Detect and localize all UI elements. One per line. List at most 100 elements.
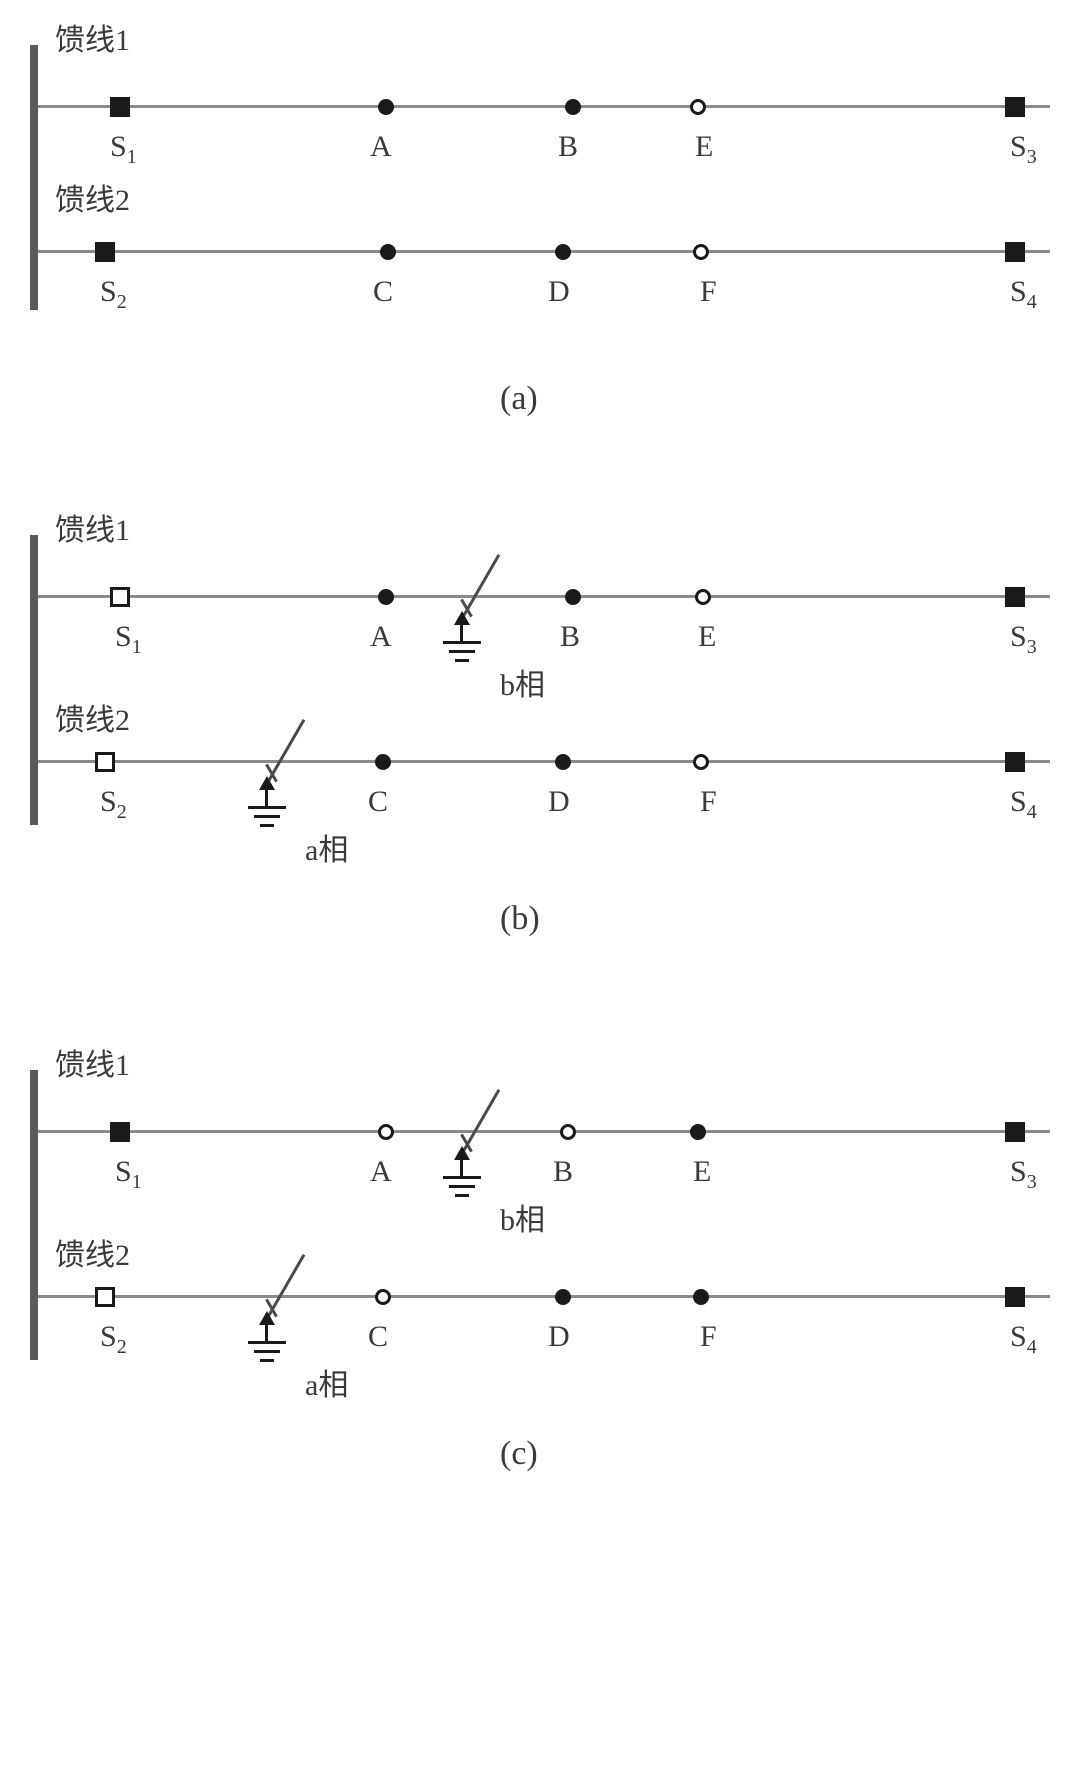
node-label: E — [695, 130, 713, 164]
subfigure-a: 馈线1 S1 A B E S3 馈线2 S2 C D F S4 (a) — [0, 0, 1089, 500]
ground-line — [443, 641, 481, 644]
feeder-line — [38, 1295, 1050, 1298]
node-label: D — [548, 275, 570, 309]
node-square-filled — [95, 242, 115, 262]
ground-line — [254, 1350, 280, 1353]
node-label: S2 — [100, 785, 127, 824]
node-circle-open — [375, 1289, 391, 1305]
node-circle-open — [693, 244, 709, 260]
ground-stem — [460, 625, 463, 641]
node-label: S2 — [100, 1320, 127, 1359]
node-label: B — [560, 620, 580, 654]
subfigure-label: (a) — [500, 380, 538, 418]
node-circle-filled — [555, 1289, 571, 1305]
node-label: F — [700, 1320, 717, 1354]
node-label: C — [373, 275, 393, 309]
node-label: C — [368, 785, 388, 819]
subfigure-c: 馈线1 S1 A B E S3 b相馈线2 S2 C D F S4 a相 (c) — [0, 1025, 1089, 1525]
node-square-filled — [1005, 242, 1025, 262]
node-label: S3 — [1010, 130, 1037, 169]
ground-arrow-icon — [454, 611, 470, 625]
subfigure-b: 馈线1S1ABES3b相馈线2S2CDFS4a相(b) — [0, 490, 1089, 990]
node-circle-filled — [555, 244, 571, 260]
node-circle-filled — [380, 244, 396, 260]
ground-arrow-icon — [259, 776, 275, 790]
node-circle-filled — [693, 1289, 709, 1305]
ground-line — [254, 815, 280, 818]
node-square-filled — [110, 1122, 130, 1142]
node-square-open — [95, 1287, 115, 1307]
node-label: A — [370, 130, 392, 164]
ground-line — [248, 806, 286, 809]
ground-stem — [265, 790, 268, 806]
node-circle-filled — [555, 754, 571, 770]
node-label: S1 — [110, 130, 137, 169]
ground-line — [443, 1176, 481, 1179]
ground-stem — [460, 1160, 463, 1176]
subfigure-label: (c) — [500, 1435, 538, 1473]
node-square-open — [110, 587, 130, 607]
phase-label: a相 — [305, 1360, 348, 1404]
node-label: S4 — [1010, 785, 1037, 824]
node-label: S4 — [1010, 275, 1037, 314]
node-label: D — [548, 1320, 570, 1354]
node-circle-filled — [378, 99, 394, 115]
node-circle-filled — [565, 99, 581, 115]
ground-arrow-icon — [454, 1146, 470, 1160]
feeder-title: 馈线2 — [55, 175, 130, 219]
node-circle-open — [378, 1124, 394, 1140]
busbar — [30, 535, 38, 825]
feeder-line — [38, 250, 1050, 253]
node-label: E — [693, 1155, 711, 1189]
ground-line — [449, 650, 475, 653]
node-label: F — [700, 785, 717, 819]
ground-stem — [265, 1325, 268, 1341]
ground-line — [248, 1341, 286, 1344]
node-label: D — [548, 785, 570, 819]
phase-label: b相 — [500, 1195, 545, 1239]
feeder-title: 馈线2 — [55, 695, 130, 739]
node-label: S2 — [100, 275, 127, 314]
fault-slash-icon — [463, 554, 501, 616]
node-label: F — [700, 275, 717, 309]
phase-label: a相 — [305, 825, 348, 869]
feeder-title: 馈线1 — [55, 505, 130, 549]
feeder-line — [38, 1130, 1050, 1133]
node-label: B — [558, 130, 578, 164]
node-label: S1 — [115, 1155, 142, 1194]
node-label: B — [553, 1155, 573, 1189]
feeder-line — [38, 105, 1050, 108]
node-label: E — [698, 620, 716, 654]
fault-slash-icon — [268, 719, 306, 781]
feeder-title: 馈线1 — [55, 1040, 130, 1084]
node-circle-filled — [378, 589, 394, 605]
ground-line — [455, 659, 469, 662]
ground-line — [260, 1359, 274, 1362]
feeder-title: 馈线2 — [55, 1230, 130, 1274]
node-circle-filled — [375, 754, 391, 770]
ground-line — [449, 1185, 475, 1188]
node-label: S1 — [115, 620, 142, 659]
phase-label: b相 — [500, 660, 545, 704]
ground-line — [455, 1194, 469, 1197]
ground-arrow-icon — [259, 1311, 275, 1325]
feeder-title: 馈线1 — [55, 15, 130, 59]
node-label: S4 — [1010, 1320, 1037, 1359]
feeder-line — [38, 595, 1050, 598]
node-square-filled — [1005, 1287, 1025, 1307]
busbar — [30, 45, 38, 310]
node-label: C — [368, 1320, 388, 1354]
node-label: S3 — [1010, 1155, 1037, 1194]
busbar — [30, 1070, 38, 1360]
fault-slash-icon — [268, 1254, 306, 1316]
node-circle-filled — [565, 589, 581, 605]
node-label: S3 — [1010, 620, 1037, 659]
node-label: A — [370, 1155, 392, 1189]
ground-line — [260, 824, 274, 827]
node-circle-filled — [690, 1124, 706, 1140]
node-square-filled — [1005, 587, 1025, 607]
subfigure-label: (b) — [500, 900, 540, 938]
node-square-filled — [1005, 752, 1025, 772]
node-square-filled — [1005, 97, 1025, 117]
node-square-filled — [1005, 1122, 1025, 1142]
